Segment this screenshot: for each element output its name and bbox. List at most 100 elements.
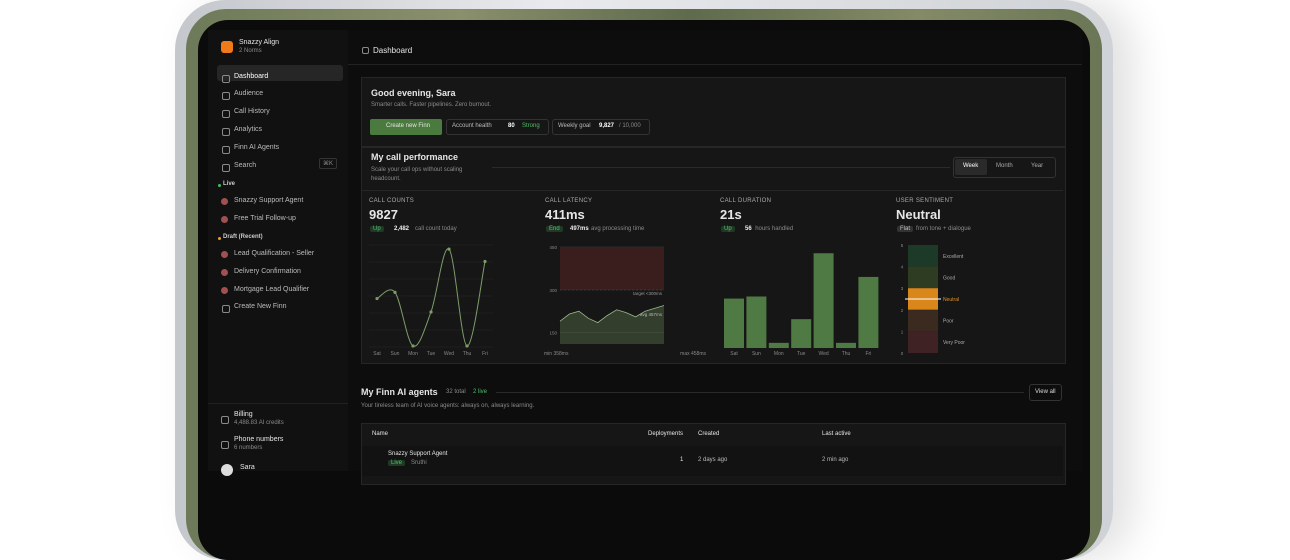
x-tick-label: Thu (842, 351, 851, 357)
annotation: avg 457ms (640, 312, 663, 317)
greeting-subtitle: Smarter calls. Faster pipelines. Zero bu… (371, 102, 492, 108)
metric-detail: avg processing time (591, 226, 645, 232)
create-button-label[interactable]: Create new Finn (386, 123, 431, 129)
point (465, 344, 469, 348)
cell: 1 (680, 457, 684, 463)
divider (208, 403, 348, 404)
nav-item[interactable]: Analytics (234, 126, 263, 133)
greeting-card (361, 77, 1066, 147)
metric-detail: from tone + dialogue (916, 226, 971, 232)
icon (222, 164, 230, 172)
icon (221, 416, 229, 424)
agents-live: 2 live (473, 389, 488, 395)
tabs (953, 157, 1056, 178)
tab[interactable]: Month (996, 163, 1013, 169)
metric-value: 411ms (545, 207, 585, 222)
nav-item[interactable]: Call History (234, 108, 270, 115)
agent-link[interactable]: Delivery Confirmation (234, 268, 301, 275)
workspace-name: Snazzy Align (239, 39, 280, 46)
divider (492, 167, 950, 168)
health-status: Strong (522, 123, 540, 129)
x-tick-label: Sat (373, 351, 381, 357)
goal-value: 9,827 (599, 123, 615, 129)
metric-detail: call count today (415, 226, 457, 232)
status-badge: Live (388, 460, 406, 466)
icon (222, 75, 230, 83)
metric-detail: hours handled (755, 226, 794, 232)
tab[interactable]: Week (963, 163, 979, 169)
metric-label: CALL LATENCY (545, 198, 593, 204)
metric-label: CALL DURATION (720, 198, 772, 204)
x-tick-label: Sun (752, 351, 761, 357)
tab[interactable]: Year (1031, 163, 1044, 169)
metric-label: CALL COUNTS (369, 198, 415, 204)
performance-card (361, 147, 1066, 364)
nav-item[interactable]: Audience (234, 90, 264, 97)
bar (858, 276, 879, 348)
table-header: Deployments (648, 431, 684, 437)
metric-detail-value: 497ms (570, 226, 589, 232)
page-title: Dashboard (373, 46, 413, 55)
sentiment-band (908, 245, 938, 267)
phone-sub: 6 numbers (234, 445, 263, 451)
live-dot (218, 184, 221, 187)
agent-link[interactable]: Mortgage Lead Qualifier (234, 286, 310, 293)
billing-title[interactable]: Billing (234, 411, 253, 418)
nav-active-bg (217, 65, 343, 81)
agent-name[interactable]: Snazzy Support Agent (388, 451, 448, 457)
point (375, 296, 379, 301)
area (560, 305, 664, 344)
agent-link[interactable]: Snazzy Support Agent (234, 197, 304, 204)
table-header: Name (372, 431, 389, 437)
point (393, 290, 397, 294)
page: Snazzy Align 2 Norms Dashboard Audience Ca… (175, 0, 1113, 560)
bar (813, 253, 834, 348)
divider (496, 392, 1024, 393)
x-tick-label: Sat (730, 351, 738, 357)
metric-value: 21s (720, 207, 742, 222)
agents-total: 32 total (446, 389, 466, 395)
target-zone (560, 247, 664, 290)
min-label: min 358ms (544, 351, 569, 357)
sidebar (208, 30, 348, 471)
view-all-button[interactable]: View all (1029, 384, 1062, 401)
table-header: Last active (822, 431, 851, 437)
workspace-sub: 2 Norms (239, 48, 262, 54)
agent-link[interactable]: Free Trial Follow-up (234, 215, 296, 222)
x-tick-label: Fri (482, 351, 488, 357)
icon (362, 47, 369, 54)
create-button[interactable] (370, 119, 442, 135)
nav-item[interactable]: Search (234, 162, 257, 169)
sentiment-label: Poor (943, 319, 954, 325)
shortcut: ⌘K (319, 158, 338, 169)
agent-link[interactable]: Lead Qualification - Seller (234, 250, 315, 257)
phone-title[interactable]: Phone numbers (234, 436, 284, 443)
agent-avatar (221, 287, 228, 294)
table-header: Created (698, 431, 720, 437)
x-tick-label: Thu (463, 351, 472, 357)
nav-item[interactable]: Finn AI Agents (234, 144, 280, 151)
icon (222, 128, 230, 136)
metric-value: Neutral (896, 207, 941, 222)
cell: 2 days ago (698, 457, 728, 463)
y-tick-label: 2 (901, 308, 904, 313)
draft-dot (218, 237, 221, 240)
bar (768, 342, 789, 348)
x-tick-label: Mon (774, 351, 784, 357)
nav-item[interactable]: Dashboard (234, 73, 269, 80)
create-link[interactable]: Create New Finn (234, 303, 287, 310)
y-tick-label: 0 (901, 351, 904, 356)
bar (836, 342, 856, 348)
x-tick-label: Mon (408, 351, 418, 357)
cell: 2 min ago (822, 457, 849, 463)
icon (222, 146, 230, 154)
x-tick-label: Tue (797, 351, 806, 357)
badge: Up (370, 226, 384, 232)
y-tick-label: 1 (901, 329, 904, 334)
user-name[interactable]: Sara (240, 464, 255, 471)
agent-avatar (221, 198, 228, 205)
sentiment-label: Excellent (943, 254, 964, 260)
bar (746, 296, 767, 348)
bar (791, 319, 812, 348)
